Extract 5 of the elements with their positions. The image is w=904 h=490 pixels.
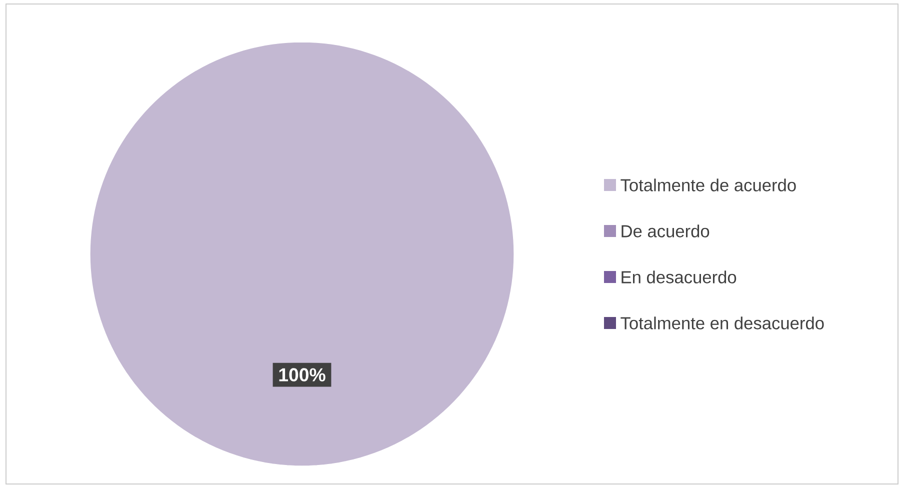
- legend-label: De acuerdo: [622, 224, 710, 238]
- legend-label: En desacuerdo: [622, 270, 736, 284]
- legend-label: Totalmente en desacuerdo: [620, 316, 824, 330]
- legend-label: Totalmente de acuerdo: [620, 178, 796, 192]
- data-label: 100%: [279, 368, 326, 382]
